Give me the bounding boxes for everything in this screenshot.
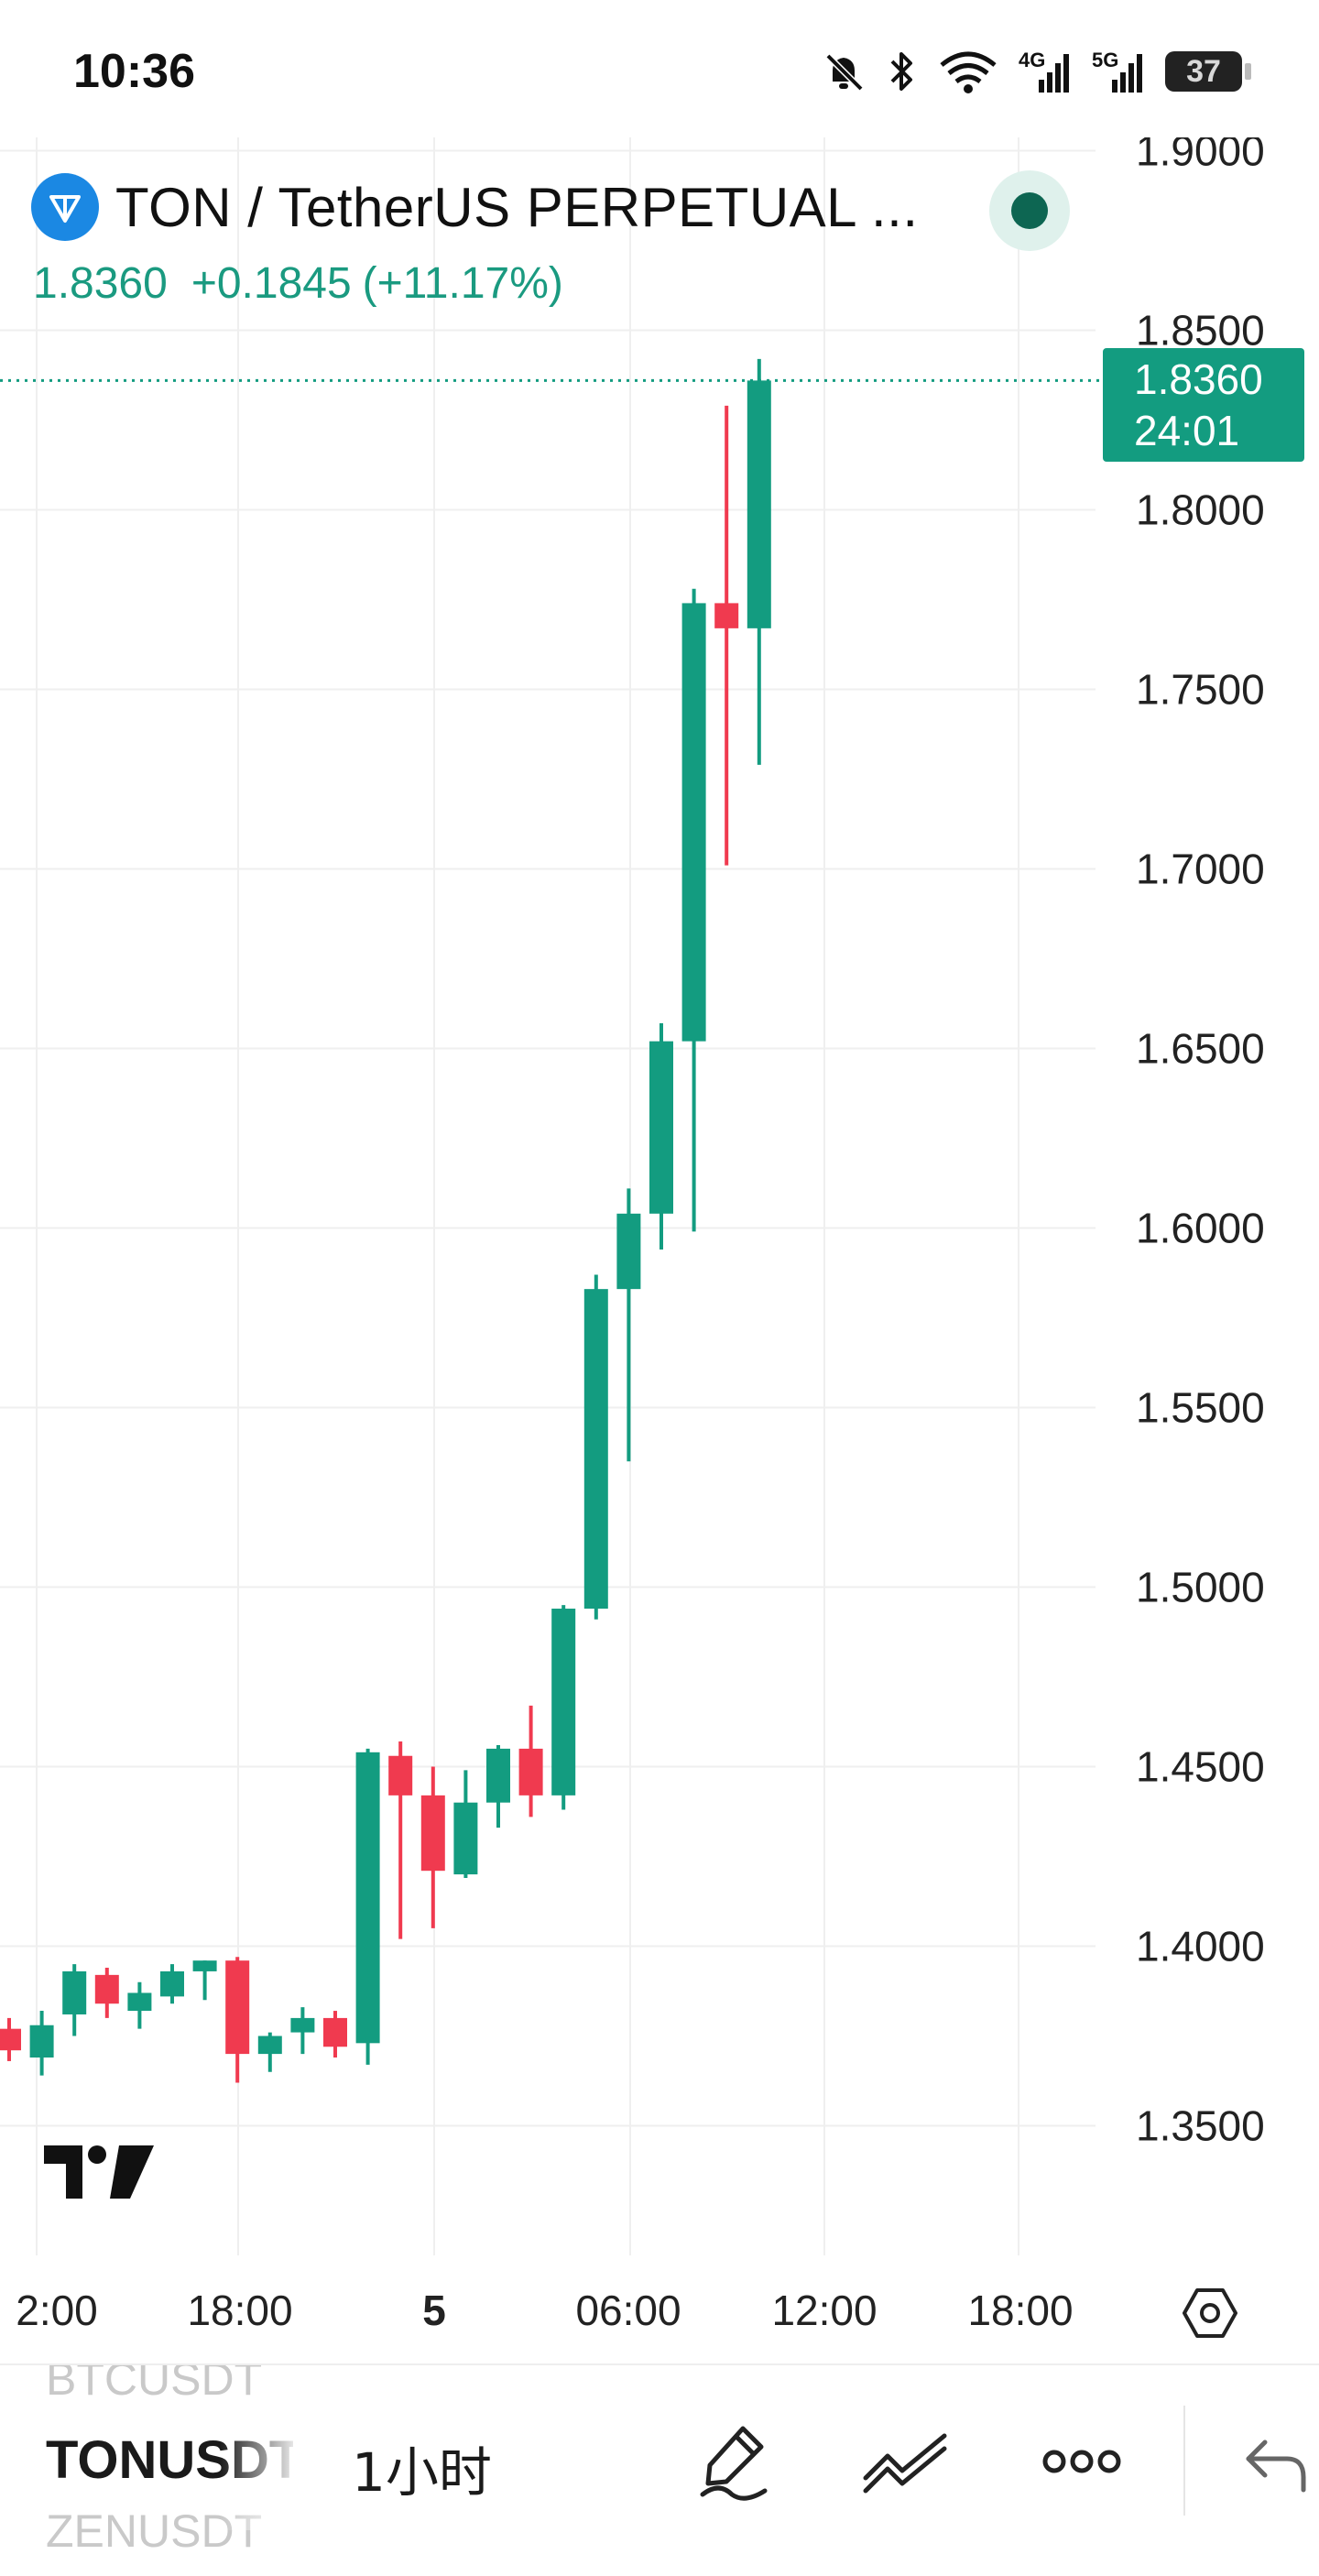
y-axis-label: 1.6000 (1136, 1205, 1265, 1252)
wifi-icon (940, 51, 997, 93)
y-axis-label: 1.7000 (1136, 846, 1265, 893)
symbol-title[interactable]: TON / TetherUS PERPETUAL ... (115, 176, 919, 238)
undo-arrow-icon (1246, 2440, 1306, 2493)
current-price-tag: 1.8360 24:01 (1103, 348, 1304, 462)
price-change-pct: (+11.17%) (362, 259, 563, 308)
market-status-button[interactable] (989, 170, 1070, 251)
price-tag-countdown: 24:01 (1134, 407, 1240, 454)
candle-body (616, 1213, 641, 1290)
candle-body (323, 2017, 347, 2047)
y-axis-label: 1.8000 (1136, 486, 1265, 534)
prev-symbol[interactable]: BTCUSDT (46, 2363, 263, 2405)
symbol-header[interactable]: TON / TetherUS PERPETUAL ... (31, 170, 919, 244)
candle-body (225, 1960, 250, 2055)
y-axis-label: 1.4000 (1136, 1923, 1265, 1970)
x-axis-label: 18:00 (967, 2287, 1073, 2334)
candle-body (355, 1752, 380, 2044)
hexagon-settings-icon (1183, 2288, 1237, 2338)
candle-body (714, 603, 739, 628)
x-axis-label: 12:00 (771, 2287, 877, 2334)
ton-logo-icon (31, 173, 99, 241)
drawing-tool-button[interactable] (685, 2411, 786, 2512)
candle-body (62, 1970, 87, 2014)
market-status-dot-icon (1011, 192, 1048, 229)
candle-body (681, 603, 706, 1042)
candle-body (583, 1289, 608, 1610)
net2-label: 5G (1092, 49, 1119, 71)
more-dots-icon (1042, 2450, 1121, 2473)
y-axis-label: 1.5500 (1136, 1384, 1265, 1432)
last-price: 1.8360 (33, 259, 168, 308)
y-axis-label: 1.3500 (1136, 2102, 1265, 2150)
battery-indicator: 37 (1165, 51, 1251, 92)
y-axis-label: 1.7500 (1136, 666, 1265, 714)
x-axis-label: 2:00 (16, 2287, 98, 2334)
tradingview-logo-icon (44, 2145, 154, 2199)
status-bar: 10:36 4G 5G (0, 0, 1319, 147)
cell-signal-5g: 5G (1092, 49, 1145, 94)
candle-body (257, 2036, 282, 2055)
y-axis-label: 1.9000 (1136, 137, 1265, 175)
y-axis-label: 1.4500 (1136, 1743, 1265, 1791)
candle-body (518, 1748, 543, 1796)
net1-label: 4G (1019, 49, 1046, 71)
x-axis-label: 06:00 (575, 2287, 681, 2334)
interval-button[interactable]: 1小时 (352, 2441, 492, 2504)
candle-body (649, 1041, 673, 1214)
indicator-lines-icon (863, 2433, 947, 2494)
y-axis-label: 1.8500 (1136, 307, 1265, 355)
candle-body (290, 2017, 315, 2033)
candle-body (29, 2025, 54, 2058)
y-axis-label: 1.6500 (1136, 1025, 1265, 1073)
candle-body (160, 1970, 184, 1997)
y-axis-label: 1.5000 (1136, 1564, 1265, 1611)
bottom-toolbar: BTCUSDT TONUSDT ZENUSDT 1小时 (0, 2363, 1319, 2576)
more-options-button[interactable] (1031, 2411, 1132, 2512)
candle-body (420, 1795, 445, 1872)
undo-button[interactable] (1224, 2411, 1319, 2512)
signal-bars-icon (1112, 54, 1142, 93)
price-tag-value: 1.8360 (1134, 355, 1263, 403)
price-line: 1.8360 +0.1845 (+11.17%) (33, 258, 587, 309)
chart-area[interactable]: 1.9000 1.8500 1.8000 1.7500 1.7000 1.6500 1.60… (0, 137, 1319, 2363)
candle-body (388, 1755, 413, 1796)
candle-body (192, 1960, 217, 1971)
candle-body (486, 1748, 510, 1803)
symbol-fade (220, 2420, 302, 2530)
status-time: 10:36 (73, 45, 195, 98)
candle-body (551, 1609, 576, 1796)
status-icons: 4G 5G 37 (821, 44, 1251, 99)
candle-body (127, 1992, 152, 2012)
candle-body (94, 1974, 119, 2004)
pen-icon (700, 2426, 768, 2501)
indicators-button[interactable] (856, 2411, 956, 2512)
signal-bars-icon (1039, 54, 1069, 93)
candle-body (0, 2028, 21, 2051)
x-axis-label: 18:00 (187, 2287, 292, 2334)
chart-settings-button[interactable] (1178, 2281, 1242, 2345)
mute-bell-icon (825, 53, 864, 92)
toolbar-divider (1183, 2406, 1185, 2516)
bluetooth-icon (890, 52, 912, 91)
x-axis-label: 5 (422, 2287, 446, 2334)
cell-signal-4g: 4G (1019, 49, 1072, 94)
candlestick-chart[interactable]: 1.9000 1.8500 1.8000 1.7500 1.7000 1.6500 1.60… (0, 137, 1319, 2363)
candle-body (453, 1802, 478, 1875)
price-change: +0.1845 (191, 259, 352, 308)
candle-body (747, 380, 771, 628)
